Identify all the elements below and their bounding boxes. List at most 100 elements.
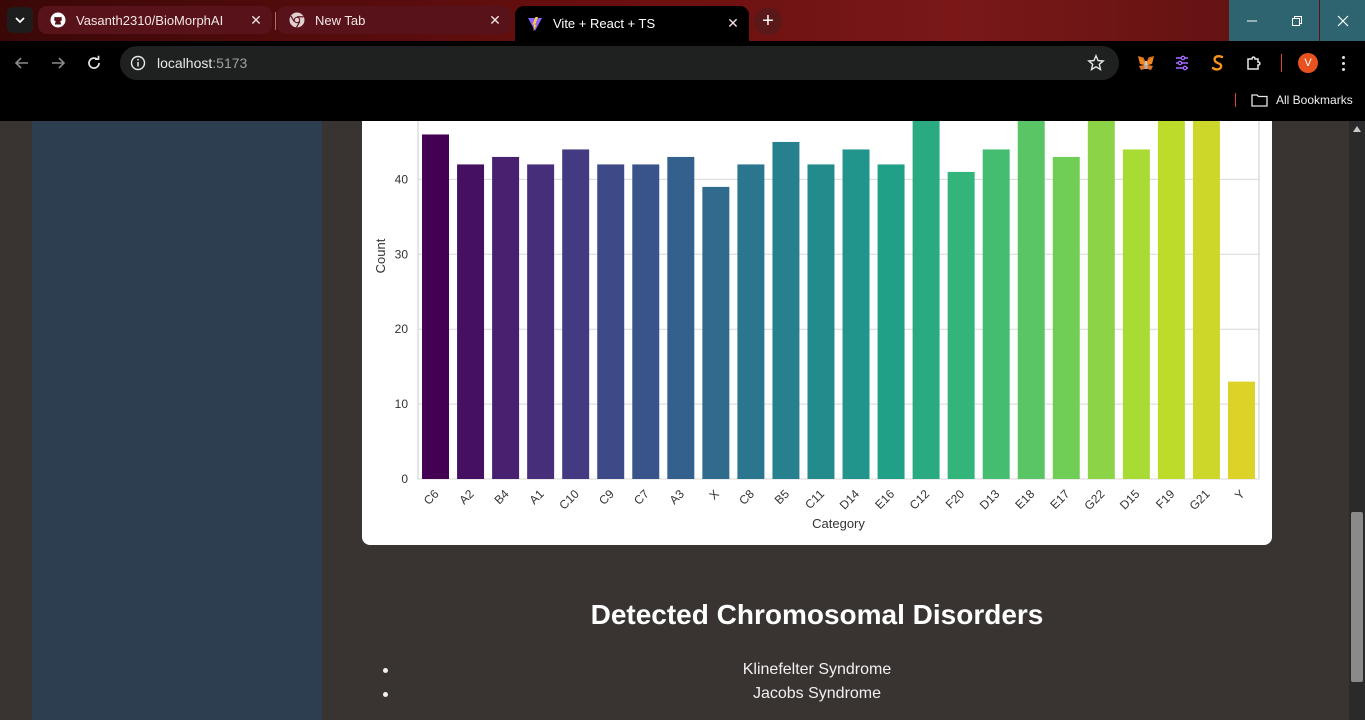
bar-c11 <box>807 164 835 480</box>
bar-b5 <box>772 141 800 479</box>
close-icon[interactable]: ✕ <box>727 15 739 31</box>
x-tick-label: G22 <box>1081 487 1107 513</box>
disorder-item: Jacobs Syndrome <box>362 682 1272 706</box>
category-count-chart-card: 0 10 20 30 40 C6 A2 B4 A1 C10 C9 C7 A3 X C8 B5 C11 D14 E16… <box>362 121 1272 545</box>
scroll-up-arrow-icon[interactable] <box>1352 124 1362 134</box>
bar-c10 <box>562 149 590 479</box>
x-tick-label: E18 <box>1012 487 1037 512</box>
y-tick-label: 0 <box>401 472 408 486</box>
x-tick-label: F19 <box>1153 487 1178 512</box>
bar-c9 <box>597 164 625 480</box>
x-tick-label: C11 <box>802 487 827 512</box>
bookmarks-separator <box>1235 93 1236 107</box>
url-text[interactable]: localhost:5173 <box>157 55 247 71</box>
disorder-list: Klinefelter Syndrome Jacobs Syndrome <box>362 658 1272 706</box>
section-title: Detected Chromosomal Disorders <box>590 599 1044 630</box>
all-bookmarks-label: All Bookmarks <box>1276 93 1353 107</box>
bar-b4 <box>492 156 520 479</box>
bar-a1 <box>527 164 555 480</box>
x-tick-label: C10 <box>556 487 582 513</box>
x-tick-label: C8 <box>736 487 757 508</box>
x-tick-label: D13 <box>977 487 1003 513</box>
x-tick-label: C9 <box>596 487 617 508</box>
reload-icon <box>88 55 100 69</box>
x-tick-label: D14 <box>837 487 863 513</box>
restore-icon <box>1291 15 1302 26</box>
bar-a3 <box>667 156 695 479</box>
bookmarks-bar <box>0 85 1365 121</box>
close-icon[interactable]: ✕ <box>250 11 262 28</box>
bar-e17 <box>1052 156 1080 479</box>
bar-g22 <box>1087 121 1115 479</box>
x-tick-label: E17 <box>1047 487 1072 512</box>
category-count-bar-chart: 0 10 20 30 40 C6 A2 B4 A1 C10 C9 C7 A3 X C8 B5 C11 D14 E16… <box>373 121 1260 531</box>
bar-c7 <box>632 164 660 480</box>
toolbar-separator <box>1281 54 1282 72</box>
bar-g21 <box>1192 121 1220 479</box>
tab-title: Vasanth2310/BioMorphAI <box>76 12 224 28</box>
forward-button[interactable] <box>45 50 71 76</box>
extension-puzzle-tune-icon[interactable] <box>1171 52 1193 74</box>
close-icon[interactable]: ✕ <box>489 11 501 28</box>
bookmark-star-icon[interactable] <box>1086 53 1106 73</box>
back-button[interactable] <box>9 50 35 76</box>
x-tick-label: C7 <box>631 487 652 508</box>
arrow-right-icon <box>52 57 66 69</box>
arrow-left-icon <box>14 57 28 69</box>
x-tick-label: C12 <box>907 487 933 513</box>
x-tick-label: D15 <box>1117 487 1143 513</box>
chevron-down-icon <box>15 17 25 24</box>
bar-d14 <box>842 149 870 479</box>
address-bar[interactable] <box>120 46 1119 80</box>
url-port: :5173 <box>212 55 248 71</box>
bar-y <box>1227 381 1255 479</box>
x-tick-label: F20 <box>943 487 968 512</box>
site-info-icon[interactable] <box>128 53 148 73</box>
s-extension-icon[interactable] <box>1207 52 1229 74</box>
scrollbar-thumb[interactable] <box>1351 512 1363 682</box>
profile-avatar[interactable]: V <box>1298 53 1318 73</box>
x-tick-label: X <box>706 487 722 503</box>
y-axis-label: Count <box>373 238 388 273</box>
bar-a2 <box>457 164 485 480</box>
url-host: localhost <box>157 55 213 71</box>
tab-title: New Tab <box>315 12 366 28</box>
extensions-puzzle-icon[interactable] <box>1243 52 1265 74</box>
tab-separator <box>275 12 276 30</box>
bar-e18 <box>1017 121 1045 479</box>
folder-icon <box>1251 94 1268 107</box>
tab-vite-react[interactable]: Vite + React + TS ✕ <box>515 6 749 41</box>
bar-d13 <box>982 149 1010 479</box>
bar-c6 <box>422 134 450 479</box>
minimize-icon <box>1246 20 1257 21</box>
metamask-extension-icon[interactable] <box>1135 52 1157 74</box>
bar-e16 <box>877 164 905 480</box>
y-tick-label: 20 <box>395 322 409 336</box>
github-icon <box>50 12 66 28</box>
tab-new-tab[interactable]: New Tab ✕ <box>277 6 511 34</box>
x-tick-label: C6 <box>421 487 442 508</box>
new-tab-button[interactable]: + <box>754 7 782 35</box>
disorder-item: Klinefelter Syndrome <box>362 658 1272 682</box>
all-bookmarks-button[interactable]: All Bookmarks <box>1251 90 1353 110</box>
browser-menu-icon[interactable] <box>1335 53 1351 73</box>
tab-github[interactable]: Vasanth2310/BioMorphAI ✕ <box>38 6 272 34</box>
reload-button[interactable] <box>81 50 107 76</box>
restore-button[interactable] <box>1274 0 1319 41</box>
y-tick-label: 30 <box>395 247 409 261</box>
plot-area <box>417 121 1260 480</box>
x-tick-label: Y <box>1232 487 1248 503</box>
bar-c8 <box>737 164 765 480</box>
tab-search-button[interactable] <box>7 7 33 33</box>
y-tick-label: 10 <box>395 397 409 411</box>
y-tick-label: 40 <box>395 172 409 186</box>
chrome-icon <box>289 12 305 28</box>
bar-x <box>702 186 730 479</box>
tab-title: Vite + React + TS <box>553 16 656 31</box>
bar-f20 <box>947 171 975 479</box>
x-tick-label: B5 <box>772 487 793 508</box>
window-close-button[interactable] <box>1320 0 1365 41</box>
minimize-button[interactable] <box>1229 0 1274 41</box>
x-tick-label: G21 <box>1187 487 1213 513</box>
bar-f19 <box>1157 121 1185 479</box>
